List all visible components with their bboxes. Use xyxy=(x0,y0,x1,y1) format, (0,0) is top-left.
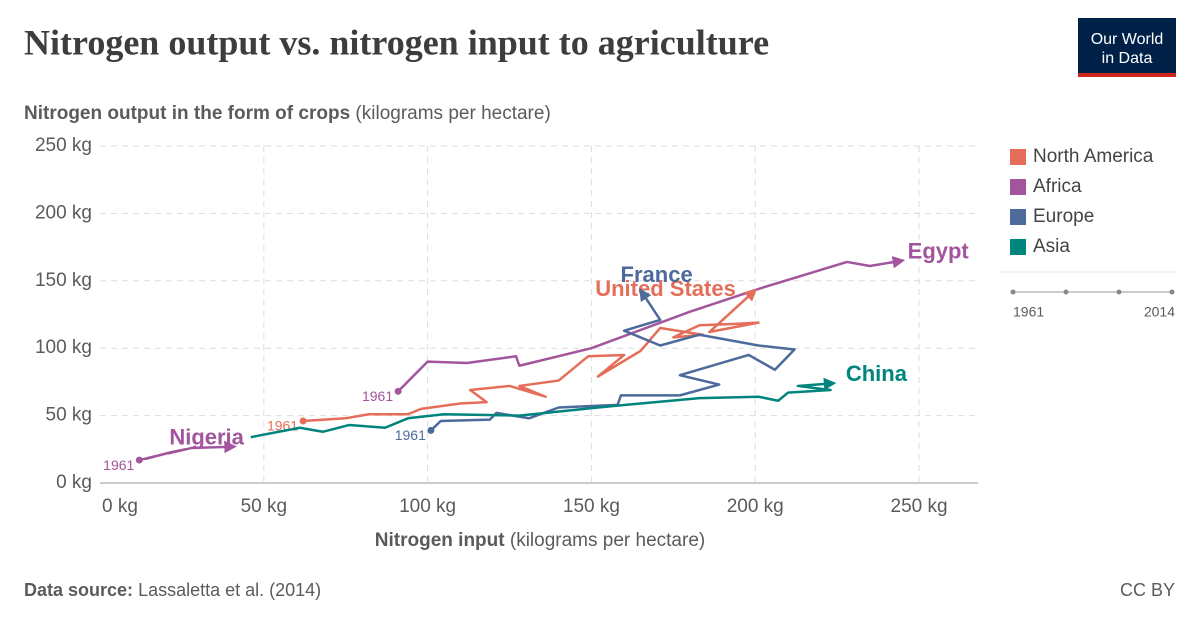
legend-label: North America xyxy=(1033,146,1154,167)
logo-box xyxy=(1078,18,1176,76)
y-tick-label: 250 kg xyxy=(35,135,92,156)
series-label: United States xyxy=(595,276,736,301)
series-label: China xyxy=(846,361,908,386)
y-tick-label: 200 kg xyxy=(35,202,92,223)
start-label: 1961 xyxy=(362,388,393,404)
x-tick-label: 150 kg xyxy=(563,496,620,517)
x-axis-title-unit: (kilograms per hectare) xyxy=(510,530,705,551)
logo-text: in Data xyxy=(1102,50,1153,67)
logo-text: Our World xyxy=(1091,31,1164,48)
timeline-end[interactable]: 2014 xyxy=(1144,304,1175,320)
legend-label: Africa xyxy=(1033,176,1082,197)
chart-title: Nitrogen output vs. nitrogen input to ag… xyxy=(24,22,769,62)
logo-bar xyxy=(1078,73,1176,77)
license: CC BY xyxy=(1120,580,1175,600)
legend-label: Europe xyxy=(1033,206,1094,227)
trajectory xyxy=(303,288,760,423)
y-tick-label: 100 kg xyxy=(35,337,92,358)
x-tick-label: 250 kg xyxy=(891,496,948,517)
y-axis-title: Nitrogen output in the form of crops (ki… xyxy=(24,103,551,124)
x-tick-label: 0 kg xyxy=(102,496,138,517)
x-tick-label: 100 kg xyxy=(399,496,456,517)
source-label: Data source: xyxy=(24,580,133,600)
timeline-dot xyxy=(1063,289,1069,295)
source-text: Lassaletta et al. (2014) xyxy=(138,580,321,600)
y-tick-label: 50 kg xyxy=(46,405,92,426)
trajectory xyxy=(139,440,237,462)
series-label: Egypt xyxy=(908,238,970,263)
legend-swatch xyxy=(1010,239,1026,255)
trajectory xyxy=(397,256,906,393)
y-tick-label: 0 kg xyxy=(56,472,92,493)
legend-swatch xyxy=(1010,179,1026,195)
timeline-dot xyxy=(1010,289,1016,295)
legend-swatch xyxy=(1010,149,1026,165)
start-point xyxy=(299,417,307,425)
y-axis-title-main: Nitrogen output in the form of crops xyxy=(24,103,350,124)
start-label: 1961 xyxy=(103,457,134,473)
timeline-start[interactable]: 1961 xyxy=(1013,304,1044,320)
start-label: 1961 xyxy=(395,427,426,443)
timeline-dot xyxy=(1169,289,1175,295)
x-tick-label: 50 kg xyxy=(241,496,287,517)
start-point xyxy=(394,387,402,395)
logo: Our World in Data xyxy=(1078,18,1176,77)
x-axis-title-main: Nitrogen input xyxy=(375,530,505,551)
timeline-dot xyxy=(1116,289,1122,295)
start-point xyxy=(427,426,435,434)
x-tick-label: 200 kg xyxy=(727,496,784,517)
series-label: Nigeria xyxy=(169,424,244,449)
series-label: France xyxy=(621,262,693,287)
trajectory xyxy=(430,288,796,432)
legend-swatch xyxy=(1010,209,1026,225)
legend-label: Asia xyxy=(1033,236,1070,257)
y-axis-title-unit: (kilograms per hectare) xyxy=(355,103,550,124)
trajectory xyxy=(250,377,837,439)
y-tick-label: 150 kg xyxy=(35,270,92,291)
start-point xyxy=(135,456,143,464)
source: Data source: Lassaletta et al. (2014) xyxy=(24,580,321,600)
x-axis-title: Nitrogen input (kilograms per hectare) xyxy=(375,530,705,551)
